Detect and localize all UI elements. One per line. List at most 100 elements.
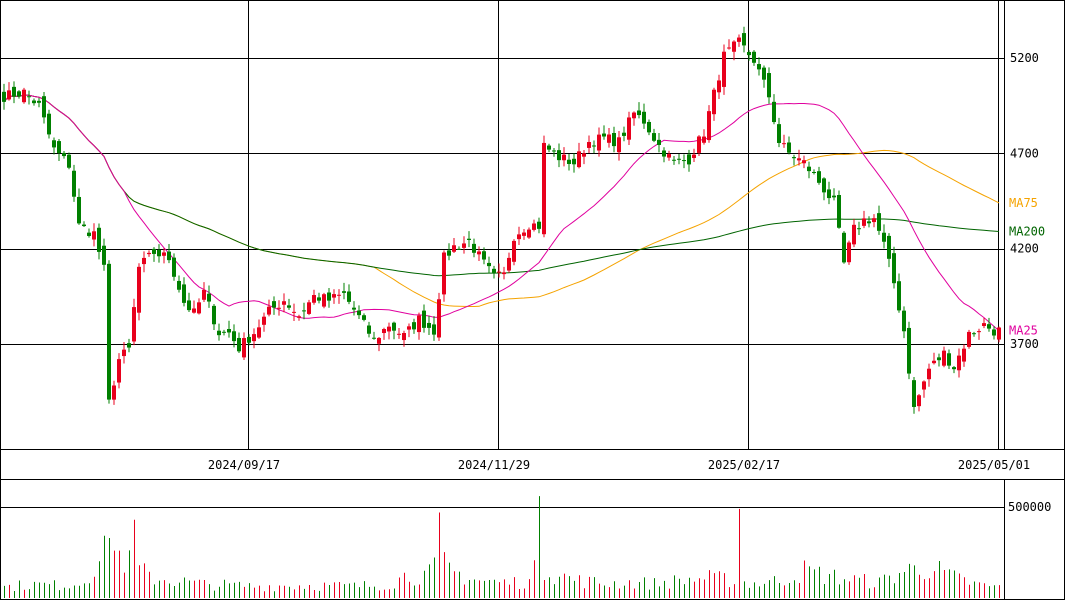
axis-label-layer: 5200 4700 4200 3700 500000 2024/09/17 2024/11/… — [208, 51, 1051, 514]
candle-body — [437, 299, 441, 338]
candle-body — [622, 132, 626, 136]
candle-body — [377, 337, 381, 344]
candle-body — [277, 307, 281, 309]
candle-body — [672, 159, 676, 161]
candle-body — [897, 281, 901, 311]
candle-body — [507, 257, 511, 271]
candle-body — [22, 89, 26, 103]
candle-body — [837, 195, 841, 228]
candle-body — [92, 231, 96, 240]
candle-body — [787, 142, 791, 153]
candle-body — [547, 145, 551, 150]
candle-body — [582, 153, 586, 157]
candle-body — [762, 67, 766, 80]
candle-body — [867, 221, 871, 224]
candle-body — [557, 150, 561, 161]
candle-body — [397, 333, 401, 335]
candle-body — [2, 91, 6, 102]
candle-body — [62, 152, 66, 157]
candle-body — [367, 325, 371, 334]
candle-body — [102, 245, 106, 265]
candle-body — [27, 96, 31, 98]
candle-body — [372, 337, 376, 339]
candle-body — [882, 232, 886, 242]
candle-body — [537, 221, 541, 229]
candle-body — [512, 240, 516, 262]
candle-body — [292, 311, 296, 313]
candle-body — [682, 160, 686, 162]
volume-bar-layer — [4, 496, 1000, 598]
candle-body — [777, 124, 781, 143]
candle-body — [827, 189, 831, 199]
candle-body — [797, 158, 801, 161]
candle-body — [792, 157, 796, 159]
candle-body — [892, 253, 896, 284]
candle-body — [492, 268, 496, 273]
candle-body — [857, 228, 861, 230]
candle-body — [147, 252, 151, 255]
candle-body — [822, 178, 826, 193]
candle-body — [692, 154, 696, 158]
candle-body — [232, 331, 236, 342]
price-tick-label: 3700 — [1010, 337, 1039, 351]
candle-body — [487, 262, 491, 267]
candle-body — [482, 251, 486, 260]
candle-body — [767, 73, 771, 98]
candle-body — [572, 158, 576, 165]
candle-body — [877, 213, 881, 231]
candle-body — [67, 154, 71, 168]
candle-body — [302, 310, 306, 312]
candle-body — [532, 223, 536, 230]
candle-body — [802, 160, 806, 164]
candle-body — [832, 195, 836, 198]
candle-body — [192, 308, 196, 313]
candle-body — [517, 234, 521, 240]
candle-body — [712, 89, 716, 115]
date-tick-label: 2025/02/17 — [708, 458, 780, 472]
candle-body — [992, 329, 996, 336]
grid-layer — [0, 0, 1004, 508]
candle-body — [887, 235, 891, 259]
candle-body — [187, 300, 191, 311]
candle-body — [17, 91, 21, 97]
candle-body — [262, 316, 266, 325]
candle-body — [932, 360, 936, 364]
candle-body — [382, 329, 386, 334]
candle-body — [942, 350, 946, 366]
candle-body — [727, 47, 731, 49]
candle-body — [662, 150, 666, 157]
candle-body — [742, 33, 746, 46]
candle-body — [122, 349, 126, 357]
candle-body — [702, 136, 706, 143]
volume-panel-frame — [0, 479, 1065, 600]
candle-body — [987, 324, 991, 329]
candle-body — [317, 297, 321, 301]
candle-body — [87, 232, 91, 236]
candle-body — [977, 331, 981, 333]
candle-body — [642, 111, 646, 124]
candle-body — [617, 137, 621, 153]
candle-body — [952, 367, 956, 370]
candle-body — [417, 315, 421, 333]
candle-body — [127, 343, 131, 348]
candle-body — [267, 306, 271, 315]
candle-body — [782, 143, 786, 145]
candlestick-layer — [2, 26, 1001, 414]
candle-body — [137, 266, 141, 313]
candle-body — [257, 327, 261, 338]
ma25-label: MA25 — [1009, 324, 1038, 338]
candle-body — [347, 291, 351, 302]
candle-body — [112, 385, 116, 400]
candle-body — [757, 64, 761, 70]
candle-body — [972, 333, 976, 335]
candle-body — [817, 171, 821, 183]
candle-body — [282, 301, 286, 305]
candle-body — [632, 112, 636, 119]
candle-body — [327, 292, 331, 301]
candle-body — [962, 348, 966, 362]
candle-body — [307, 302, 311, 314]
candle-body — [427, 322, 431, 328]
candle-body — [687, 154, 691, 165]
candle-body — [177, 280, 181, 290]
candle-body — [657, 139, 661, 145]
